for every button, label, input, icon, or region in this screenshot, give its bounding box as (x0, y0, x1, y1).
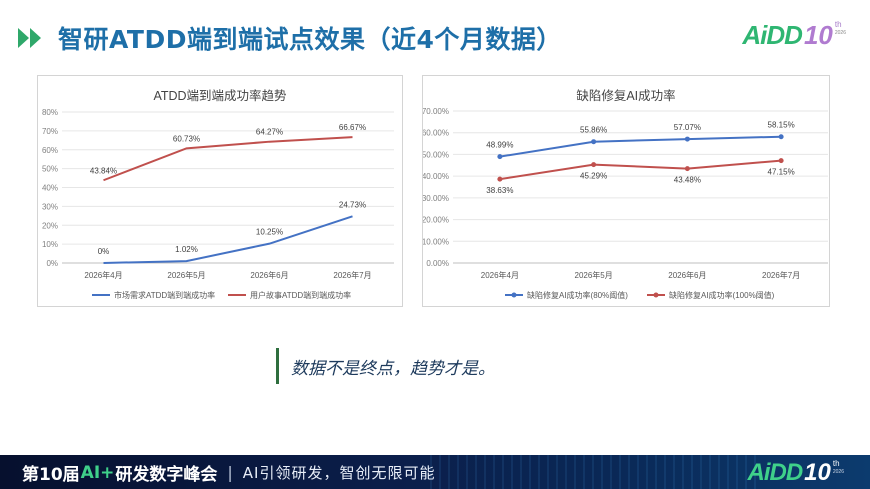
logo-number: 10 (803, 20, 833, 50)
logo-text: AiDD (742, 20, 803, 50)
footer-separator: | (227, 463, 233, 482)
series-line (103, 215, 353, 264)
chart-bugfix-ai-success: 缺陷修复AI成功率 0.00% 10.00% 20.00% 30.00% 40.00% 5… (422, 75, 830, 307)
chart-title: ATDD端到端成功率趋势 (153, 89, 287, 103)
brand-logo: AiDD 10 th 2026 (742, 20, 846, 51)
series-line (103, 136, 353, 182)
quote-text: 数据不是终点，趋势才是。 (291, 358, 495, 379)
y-tick-label: 20.00% (423, 216, 449, 225)
footer-title: 第10届 AI+ 研发数字峰会 | AI引领研发，智创无限可能 (22, 460, 436, 486)
footer-logo: AiDD 10 th 2026 (748, 459, 845, 487)
page-header: 智研ATDD端到端试点效果（近4个月数据） (18, 20, 562, 56)
data-label: 38.63% (486, 186, 513, 195)
legend-label: 缺陷修复AI成功率(80%阈值) (527, 290, 628, 300)
data-label: 43.48% (674, 176, 701, 185)
y-tick-label: 30.00% (423, 194, 449, 203)
footer-suffix: 研发数字峰会 (115, 465, 218, 485)
data-label: 57.07% (674, 123, 701, 132)
data-label: 43.84% (90, 166, 117, 175)
y-tick-label: 0% (46, 259, 58, 268)
data-point (778, 134, 784, 140)
data-label: 0% (98, 247, 110, 256)
x-tick-label: 2026年6月 (250, 270, 288, 280)
series-line (499, 135, 782, 158)
data-label: 60.73% (173, 134, 200, 143)
y-tick-label: 80% (42, 108, 58, 117)
page-title: 智研ATDD端到端试点效果（近4个月数据） (58, 25, 562, 54)
chart-title: 缺陷修复AI成功率 (576, 89, 676, 103)
y-tick-label: 10.00% (423, 237, 449, 246)
y-tick-label: 70.00% (423, 107, 449, 116)
y-tick-label: 70% (42, 127, 58, 136)
data-point (497, 154, 503, 160)
x-tick-label: 2026年4月 (84, 270, 122, 280)
data-label: 1.02% (175, 245, 198, 254)
data-label: 64.27% (256, 128, 283, 137)
data-point (684, 136, 690, 142)
legend-label: 用户故事ATDD端到端成功率 (250, 290, 351, 300)
footer-prefix: 第10届 (22, 465, 80, 485)
footer-banner: 第10届 AI+ 研发数字峰会 | AI引领研发，智创无限可能 AiDD 10 … (0, 455, 870, 489)
data-point (591, 139, 597, 145)
y-tick-label: 60.00% (423, 129, 449, 138)
footer-logo-sup: th (832, 459, 840, 468)
data-point (497, 176, 503, 182)
data-label: 66.67% (339, 123, 366, 132)
y-tick-label: 10% (42, 240, 58, 249)
footer-logo-text: AiDD (747, 459, 804, 486)
data-point (684, 166, 690, 172)
chart-bugfix-svg: 0.00% 10.00% 20.00% 30.00% 40.00% 50.00% 60.00… (422, 107, 828, 300)
data-label: 55.86% (580, 126, 607, 135)
data-label: 47.15% (768, 168, 795, 177)
data-label: 24.73% (339, 200, 366, 209)
series-line (499, 159, 782, 181)
legend-marker (511, 292, 517, 298)
data-point (778, 158, 784, 164)
x-tick-label: 2026年5月 (575, 270, 613, 280)
x-tick-label: 2026年4月 (481, 270, 519, 280)
chart-atdd-svg: 0% 10% 20% 30% 40% 50% 60% 70% 80% 2026年4月 2026年5月… (42, 108, 394, 300)
logo-sup: th (834, 20, 842, 29)
double-arrow-icon (18, 28, 41, 48)
x-tick-label: 2026年7月 (333, 270, 371, 280)
y-tick-label: 60% (42, 146, 58, 155)
x-tick-label: 2026年7月 (762, 270, 800, 280)
footer-logo-year: 2026 (832, 469, 844, 475)
y-tick-label: 40.00% (423, 172, 449, 181)
x-tick-label: 2026年5月 (167, 270, 205, 280)
data-point (591, 162, 597, 168)
y-tick-label: 30% (42, 202, 58, 211)
footer-logo-number: 10 (804, 459, 831, 486)
data-label: 58.15% (768, 121, 795, 130)
data-label: 10.25% (256, 228, 283, 237)
x-tick-label: 2026年6月 (668, 270, 706, 280)
legend-label: 缺陷修复AI成功率(100%阈值) (669, 290, 775, 300)
y-tick-label: 50.00% (423, 150, 449, 159)
footer-ai: AI+ (80, 462, 115, 483)
quote-block: 数据不是终点，趋势才是。 (276, 348, 495, 384)
quote-bar (276, 348, 279, 384)
data-label: 45.29% (580, 172, 607, 181)
y-tick-label: 0.00% (426, 259, 449, 268)
legend-label: 市场需求ATDD端到端成功率 (114, 290, 215, 300)
data-label: 48.99% (486, 141, 513, 150)
legend-marker (653, 292, 659, 298)
footer-slogan: AI引领研发，智创无限可能 (242, 464, 436, 482)
chart-atdd-success-trend: ATDD端到端成功率趋势 0% 10% 20% 30% 40% 50% 60% 70% 80% 2… (37, 75, 403, 307)
y-tick-label: 50% (42, 165, 58, 174)
footer-decoration (430, 455, 760, 489)
y-tick-label: 40% (42, 184, 58, 193)
y-tick-label: 20% (42, 221, 58, 230)
logo-year: 2026 (834, 30, 846, 36)
